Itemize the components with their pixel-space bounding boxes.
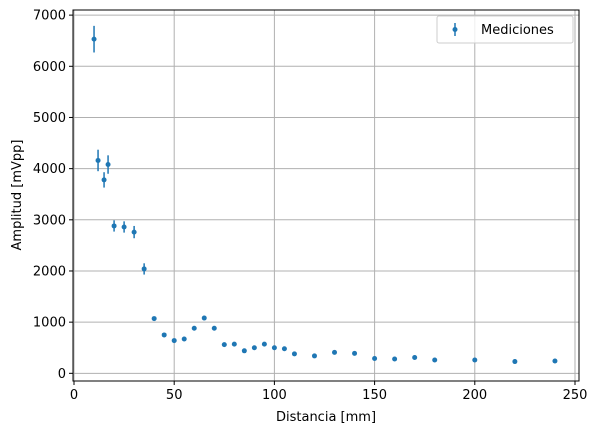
data-point bbox=[291, 351, 297, 357]
y-tick-label: 4000 bbox=[33, 162, 66, 177]
data-point bbox=[201, 315, 207, 321]
data-point bbox=[311, 353, 317, 359]
y-tick-label: 0 bbox=[58, 367, 66, 382]
legend-point-marker bbox=[452, 27, 458, 32]
data-point bbox=[392, 356, 398, 362]
data-point bbox=[95, 157, 101, 163]
data-point bbox=[211, 325, 217, 331]
data-point bbox=[271, 345, 277, 351]
data-point bbox=[231, 341, 237, 347]
y-tick-label: 7000 bbox=[33, 9, 66, 24]
x-axis: 0 50 100 150 200 250 bbox=[70, 381, 588, 403]
y-tick-label: 2000 bbox=[33, 264, 66, 279]
x-tick-label: 250 bbox=[563, 388, 588, 403]
y-tick-label: 5000 bbox=[33, 111, 66, 126]
x-tick-label: 0 bbox=[70, 388, 78, 403]
data-point bbox=[552, 358, 558, 364]
data-point bbox=[91, 36, 97, 42]
data-point bbox=[352, 350, 358, 356]
data-point bbox=[181, 336, 187, 342]
data-point bbox=[332, 349, 338, 355]
data-points bbox=[91, 36, 558, 365]
x-tick-label: 150 bbox=[362, 388, 387, 403]
data-point bbox=[191, 325, 197, 331]
data-point bbox=[261, 341, 267, 347]
data-point bbox=[151, 316, 157, 322]
data-point bbox=[372, 355, 378, 361]
data-point bbox=[472, 357, 478, 363]
data-point bbox=[141, 266, 147, 272]
data-point bbox=[412, 354, 418, 360]
data-point bbox=[221, 342, 227, 348]
data-point bbox=[241, 348, 247, 354]
y-axis-label: Amplitud [mVpp] bbox=[10, 140, 25, 251]
y-tick-label: 1000 bbox=[33, 316, 66, 331]
data-point bbox=[105, 162, 111, 168]
data-point bbox=[131, 229, 137, 235]
y-axis: 0 1000 2000 3000 4000 5000 6000 7000 bbox=[33, 9, 73, 382]
error-bars bbox=[93, 25, 145, 275]
data-point bbox=[432, 357, 438, 363]
data-point bbox=[121, 224, 127, 230]
y-tick-label: 3000 bbox=[33, 213, 66, 228]
data-point bbox=[281, 346, 287, 352]
data-point bbox=[512, 359, 518, 365]
y-tick-label: 6000 bbox=[33, 60, 66, 75]
x-tick-label: 50 bbox=[166, 388, 183, 403]
legend: Mediciones bbox=[436, 15, 574, 44]
legend-box bbox=[436, 15, 574, 44]
data-point bbox=[161, 332, 167, 338]
data-point bbox=[251, 345, 257, 351]
grid bbox=[73, 10, 579, 381]
data-point bbox=[101, 177, 107, 183]
x-axis-label: Distancia [mm] bbox=[276, 410, 376, 425]
data-point bbox=[171, 338, 177, 344]
data-point bbox=[111, 223, 117, 229]
x-tick-label: 200 bbox=[462, 388, 487, 403]
x-tick-label: 100 bbox=[262, 388, 287, 403]
plot-area-frame bbox=[72, 9, 580, 382]
legend-label: Mediciones bbox=[481, 23, 554, 38]
